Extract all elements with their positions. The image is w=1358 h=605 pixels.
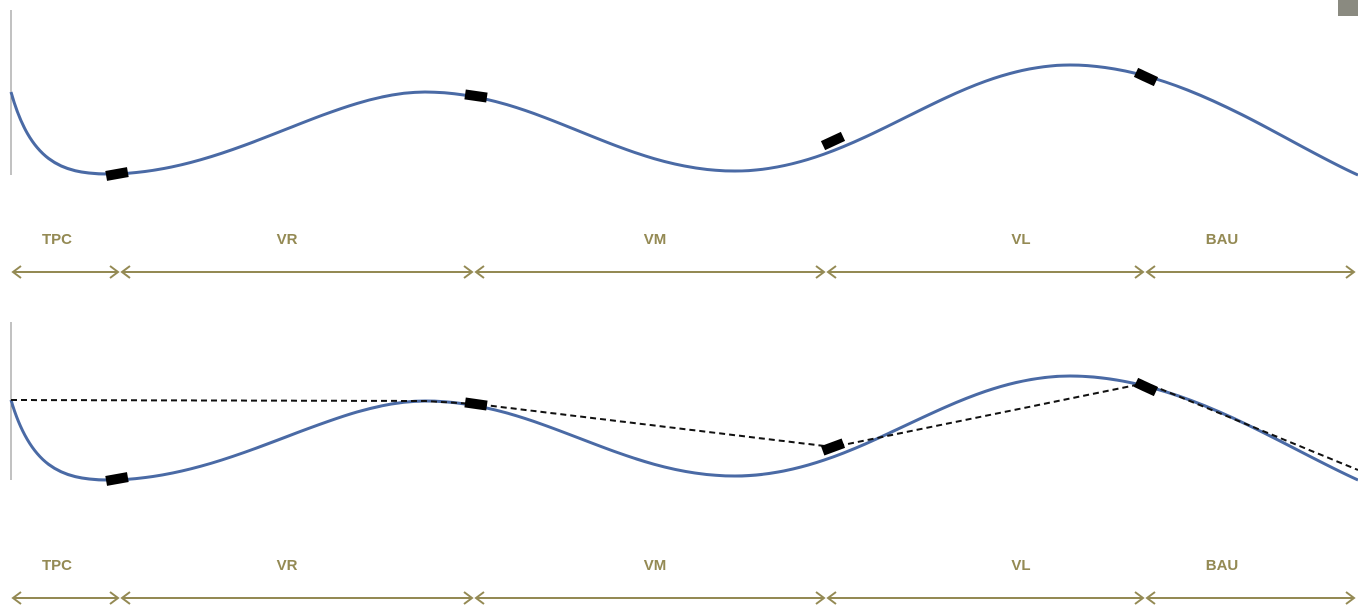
segment-arrow (11, 591, 120, 605)
panel-bottom (9, 322, 1358, 486)
segment-label: VR (277, 231, 298, 248)
segment-label: TPC (42, 557, 72, 574)
segment-arrow (11, 265, 120, 279)
segment-arrow (474, 591, 826, 605)
segment-label: VM (644, 557, 667, 574)
segment-arrow (826, 591, 1145, 605)
segment-arrow (826, 265, 1145, 279)
panel-top (9, 10, 1358, 181)
segment-label: BAU (1206, 231, 1239, 248)
segment-label: VM (644, 231, 667, 248)
segment-label: VL (1011, 231, 1030, 248)
segment-label: VL (1011, 557, 1030, 574)
segment-label: VR (277, 557, 298, 574)
segment-arrow (1145, 591, 1356, 605)
marker (820, 131, 846, 151)
dashed-path (10, 381, 1358, 471)
segment-arrow (474, 265, 826, 279)
marker (1133, 67, 1159, 87)
segment-arrow (120, 591, 474, 605)
segment-arrow (1145, 265, 1356, 279)
marker (464, 89, 488, 103)
thumbnail-icon (1338, 0, 1358, 16)
marker (1133, 377, 1159, 397)
marker (820, 438, 846, 456)
segment-label: TPC (42, 231, 72, 248)
segment-arrow (120, 265, 474, 279)
segment-label: BAU (1206, 557, 1239, 574)
marker (464, 397, 488, 411)
marker (105, 472, 129, 486)
marker (105, 167, 129, 181)
